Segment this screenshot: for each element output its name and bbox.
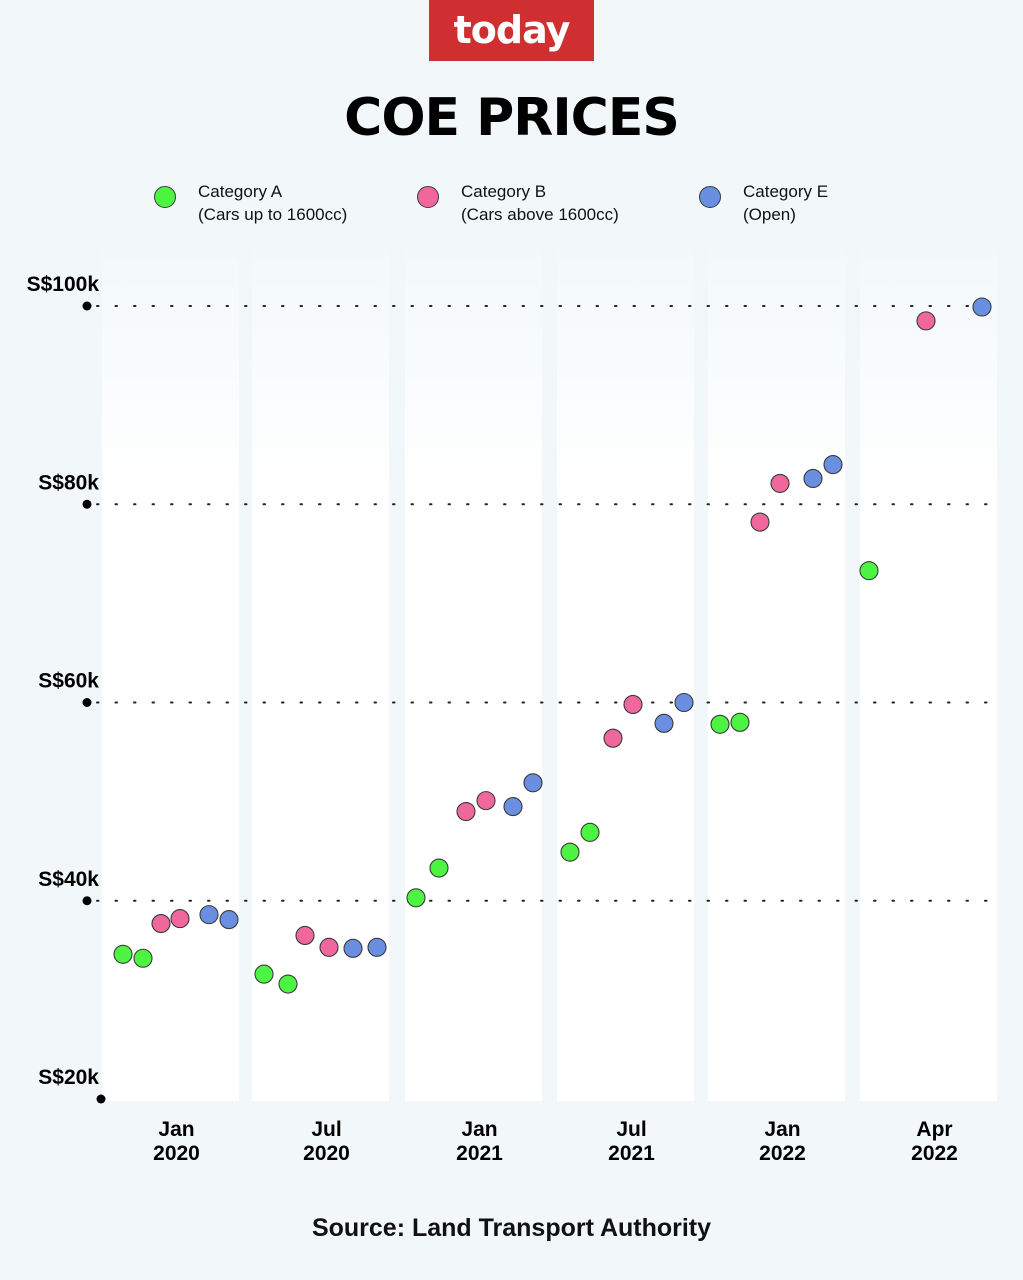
data-point-category-a: [560, 842, 580, 862]
data-point-category-a: [859, 561, 879, 581]
y-tick-label: S$100k: [27, 273, 100, 296]
data-point-category-a: [730, 712, 750, 732]
period-column-1: [252, 233, 389, 1101]
legend-name-category-b: Category B: [461, 182, 547, 201]
legend-name-category-e: Category E: [743, 182, 829, 201]
y-tick-marker: [82, 698, 92, 707]
data-point-category-a: [710, 714, 730, 734]
data-point-category-a: [133, 948, 153, 968]
legend-desc-category-b: (Cars above 1600cc): [461, 205, 619, 224]
data-point-category-b: [770, 473, 790, 493]
data-point-category-b: [151, 913, 171, 934]
data-point-category-a: [254, 964, 274, 984]
y-tick-marker: [82, 896, 92, 906]
y-tick-label: S$80k: [38, 471, 99, 494]
data-point-category-a: [113, 944, 133, 964]
chart-title: COE PRICES: [344, 88, 680, 148]
legend-label-category-e: Category E (Open): [743, 180, 828, 226]
data-point-category-b: [916, 311, 936, 331]
legend-desc-category-e: (Open): [743, 205, 796, 224]
x-tick-year: 2022: [911, 1142, 958, 1165]
data-point-category-a: [406, 888, 426, 908]
data-point-category-b: [170, 909, 190, 929]
legend-desc-category-a: (Cars up to 1600cc): [198, 205, 348, 224]
legend-name-category-a: Category A: [198, 182, 283, 201]
legend-label-category-b: Category B (Cars above 1600cc): [461, 180, 619, 226]
period-column-5: [860, 233, 997, 1101]
data-point-category-e: [367, 937, 387, 957]
x-tick-month: Jul: [311, 1118, 341, 1141]
source-note: Source: Land Transport Authority: [311, 1214, 712, 1242]
legend-label-category-a: Category A (Cars up to 1600cc): [198, 180, 347, 226]
data-point-category-e: [674, 692, 694, 713]
period-column-4: [708, 233, 845, 1101]
x-tick-year: 2020: [303, 1142, 350, 1165]
data-point-category-e: [654, 713, 674, 733]
y-tick-marker: [82, 499, 92, 509]
data-point-category-e: [199, 905, 219, 925]
data-point-category-b: [295, 925, 315, 945]
data-point-category-a: [580, 822, 600, 842]
x-tick-month: Jan: [461, 1118, 497, 1141]
x-tick-month: Jan: [764, 1118, 800, 1141]
x-tick-month: Apr: [916, 1118, 952, 1141]
data-point-category-b: [623, 694, 643, 715]
y-tick-marker: [82, 301, 92, 311]
period-column-0: [102, 233, 239, 1101]
x-tick-month: Jan: [158, 1118, 194, 1141]
data-point-category-b: [603, 728, 623, 748]
data-point-category-e: [503, 797, 523, 817]
data-point-category-e: [823, 455, 843, 475]
x-tick-month: Jul: [616, 1118, 646, 1141]
data-point-category-b: [476, 791, 496, 811]
legend-swatch-category-b: [417, 186, 439, 208]
x-tick-year: 2021: [456, 1142, 503, 1165]
data-point-category-b: [319, 937, 339, 957]
data-point-category-e: [219, 910, 239, 930]
data-point-category-e: [803, 468, 823, 489]
y-tick-label: S$40k: [38, 868, 99, 891]
period-column-2: [405, 233, 542, 1101]
y-tick-label: S$20k: [38, 1066, 99, 1089]
y-tick-label: S$60k: [38, 670, 99, 693]
x-tick-year: 2021: [608, 1142, 655, 1165]
data-point-category-e: [972, 297, 992, 317]
data-point-category-e: [343, 938, 363, 958]
x-tick-year: 2020: [153, 1142, 200, 1165]
period-column-3: [557, 233, 694, 1101]
legend-swatch-category-a: [154, 186, 176, 208]
legend-swatch-category-e: [699, 186, 721, 208]
data-point-category-b: [456, 801, 476, 822]
today-logo: today: [429, 0, 594, 61]
data-point-category-e: [523, 773, 543, 793]
y-tick-marker: [96, 1094, 106, 1104]
data-point-category-a: [278, 974, 298, 994]
x-tick-year: 2022: [759, 1142, 806, 1165]
data-point-category-b: [750, 512, 770, 532]
data-point-category-a: [429, 858, 449, 878]
